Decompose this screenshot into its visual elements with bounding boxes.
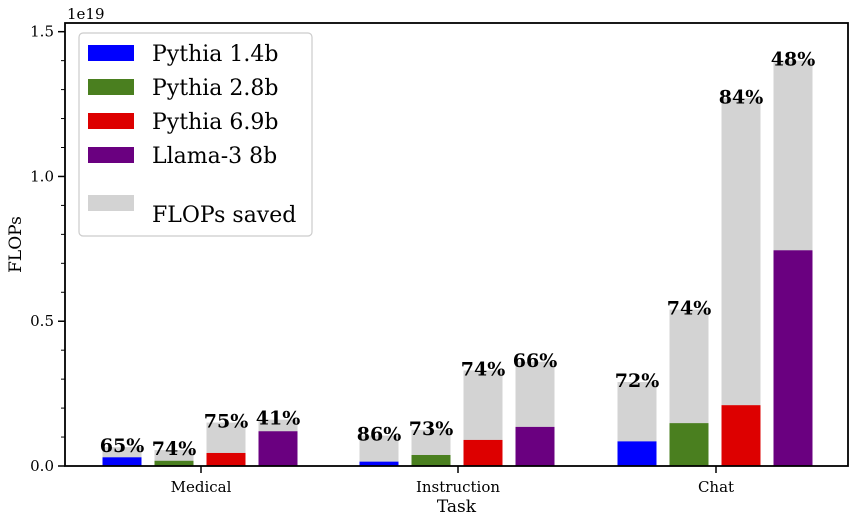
saved-percent-label: 74% — [152, 438, 197, 460]
saved-percent-label: 74% — [667, 298, 712, 320]
saved-percent-label: 66% — [513, 350, 558, 372]
y-tick-label: 0.0 — [30, 457, 54, 475]
bar-flops — [617, 441, 657, 466]
legend-entry-label: Pythia 6.9b — [152, 110, 278, 135]
bar-saved — [721, 98, 761, 467]
legend-swatch-saved — [88, 195, 134, 211]
legend-frame — [78, 32, 313, 237]
x-axis: Medical Instruction Chat — [171, 466, 734, 496]
legend-entry-label: Llama-3 8b — [152, 144, 277, 169]
saved-percent-label: 74% — [461, 358, 506, 380]
legend-entry-label: Pythia 1.4b — [152, 42, 278, 67]
bar-flops — [515, 426, 555, 466]
bar-flops — [721, 405, 761, 466]
saved-percent-label: 75% — [204, 411, 249, 433]
saved-percent-label: 41% — [256, 408, 301, 430]
saved-percent-label: 86% — [357, 424, 402, 446]
percent-labels-layer: 65% 86% 72% 74% 73% 74% 75% 74% 84% 41% 66% 48% — [100, 49, 816, 460]
legend: Pythia 1.4b Pythia 2.8b Pythia 6.9b Llama-3… — [78, 32, 313, 237]
bars-layer — [102, 60, 813, 467]
x-tick-label: Chat — [698, 478, 734, 496]
bar-flops — [258, 431, 298, 466]
legend-swatch — [88, 147, 134, 163]
saved-percent-label: 72% — [615, 370, 660, 392]
y-axis-scale-offset: 1e19 — [67, 5, 105, 23]
bar-flops — [359, 461, 399, 466]
x-tick-label: Medical — [171, 478, 232, 496]
legend-entry-label: Pythia 2.8b — [152, 76, 278, 101]
x-tick-label: Instruction — [416, 478, 500, 496]
bar-flops — [154, 460, 194, 466]
plot-frame — [64, 22, 849, 467]
legend-entry-label-saved: FLOPs saved — [152, 203, 296, 228]
saved-percent-label: 48% — [771, 49, 816, 71]
legend-swatch — [88, 45, 134, 61]
y-axis-label: FLOPs — [6, 216, 26, 273]
y-tick-label: 1.0 — [30, 167, 54, 185]
bar-saved — [359, 435, 399, 466]
legend-swatch — [88, 113, 134, 129]
bar-flops — [463, 439, 503, 466]
x-axis-label: Task — [437, 497, 477, 517]
saved-percent-label: 65% — [100, 435, 145, 457]
bar-flops — [206, 452, 246, 466]
y-axis: 0.0 0.5 1.0 1.5 — [30, 23, 65, 475]
bar-flops — [411, 454, 451, 466]
bar-flops — [773, 250, 813, 466]
legend-swatch — [88, 79, 134, 95]
y-tick-label: 0.5 — [30, 312, 54, 330]
bar-flops — [669, 423, 709, 466]
bar-flops — [102, 457, 142, 466]
saved-percent-label: 73% — [409, 418, 454, 440]
y-tick-label: 1.5 — [30, 23, 54, 41]
saved-percent-label: 84% — [719, 86, 764, 108]
